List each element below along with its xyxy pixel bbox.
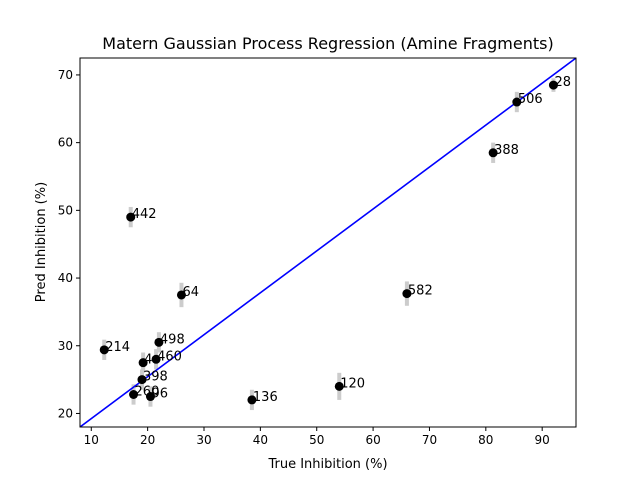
data-point-498 (154, 337, 164, 347)
x-tick-label: 70 (422, 433, 437, 447)
plot-frame (79, 57, 577, 428)
point-label-388: 388 (494, 143, 519, 158)
point-label-28: 28 (554, 75, 571, 90)
x-tick-label: 80 (478, 433, 493, 447)
data-point-96 (145, 392, 155, 402)
data-point-214 (99, 345, 109, 355)
data-point-260 (129, 390, 139, 400)
y-axis-label: Pred Inhibition (%) (34, 182, 49, 302)
x-tick-label: 10 (84, 433, 99, 447)
data-point-28 (548, 80, 558, 90)
point-label-442: 442 (132, 207, 157, 222)
reference-line (80, 58, 576, 427)
data-point-506 (512, 97, 522, 107)
chart-title: Matern Gaussian Process Regression (Amin… (102, 34, 553, 53)
y-tick-label: 20 (58, 406, 73, 420)
x-axis-label: True Inhibition (%) (267, 457, 387, 472)
data-point-136 (247, 395, 257, 405)
data-point-398 (137, 375, 147, 385)
point-label-214: 214 (105, 340, 130, 355)
y-tick-label: 60 (58, 136, 73, 150)
point-label-136: 136 (253, 390, 278, 405)
x-tick-label: 50 (309, 433, 324, 447)
x-tick-label: 90 (535, 433, 550, 447)
data-point-388 (488, 148, 498, 158)
y-tick-label: 30 (58, 339, 73, 353)
x-tick-label: 40 (253, 433, 268, 447)
data-point-4 (138, 358, 148, 368)
x-tick-label: 60 (365, 433, 380, 447)
data-point-582 (402, 289, 412, 299)
point-label-260: 260 (135, 385, 160, 400)
y-tick-label: 50 (58, 203, 73, 217)
point-label-398: 398 (143, 370, 168, 385)
point-label-120: 120 (340, 376, 365, 391)
point-label-460: 460 (157, 349, 182, 364)
x-tick-label: 30 (196, 433, 211, 447)
point-label-64: 64 (182, 285, 199, 300)
data-point-442 (126, 212, 136, 222)
y-tick-label: 70 (58, 68, 73, 82)
point-label-4: 4 (144, 353, 152, 368)
y-tick-label: 40 (58, 271, 73, 285)
point-label-96: 96 (151, 387, 168, 402)
point-label-498: 498 (160, 332, 185, 347)
data-point-460 (151, 354, 161, 364)
point-label-506: 506 (518, 92, 543, 107)
point-label-582: 582 (408, 284, 433, 299)
data-point-64 (176, 290, 186, 300)
data-point-120 (334, 381, 344, 391)
x-tick-label: 20 (140, 433, 155, 447)
